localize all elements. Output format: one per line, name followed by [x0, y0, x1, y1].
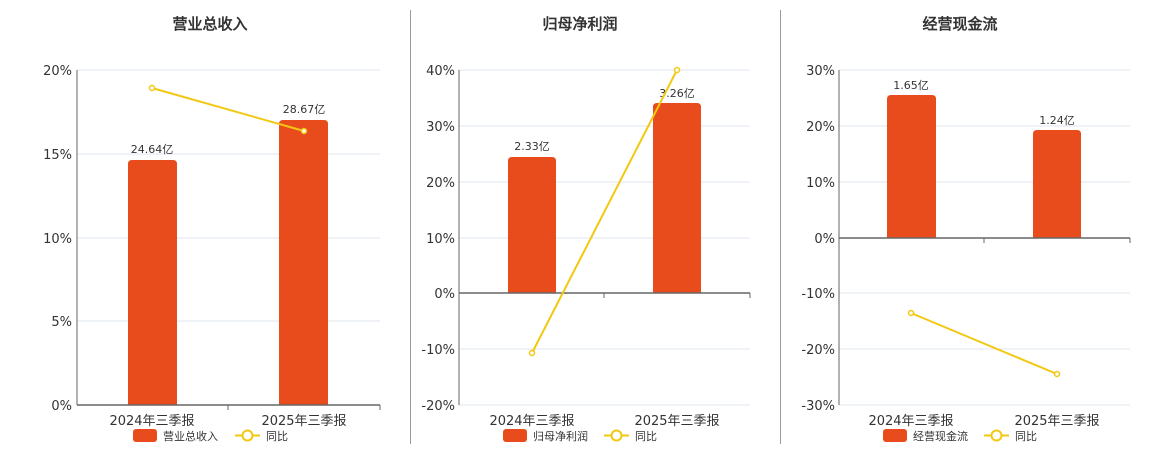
- legend-bar-swatch-icon: [133, 429, 157, 442]
- svg-text:10%: 10%: [43, 232, 72, 247]
- legend-label: 同比: [1015, 430, 1037, 443]
- svg-text:40%: 40%: [426, 64, 455, 79]
- svg-text:-10%: -10%: [801, 287, 835, 302]
- svg-text:0%: 0%: [434, 287, 455, 302]
- legend-label: 归母净利润: [533, 429, 588, 443]
- bar-label: 1.24亿: [1039, 114, 1075, 127]
- yoy-point[interactable]: [1053, 370, 1061, 378]
- yoy-point[interactable]: [673, 66, 681, 74]
- svg-text:20%: 20%: [806, 120, 835, 135]
- y-axis-ticks: 40% 30% 20% 10% 0% -10% -20%: [421, 64, 455, 414]
- svg-text:30%: 30%: [806, 64, 835, 79]
- svg-text:15%: 15%: [43, 148, 72, 163]
- svg-text:-30%: -30%: [801, 399, 835, 414]
- bar-2024[interactable]: [887, 95, 936, 238]
- legend-label: 同比: [635, 430, 657, 443]
- bar-label: 28.67亿: [283, 103, 326, 116]
- chart-operating-cashflow: 经营现金流 30% 20% 10% 0% -10% -20% -30% 1.65…: [801, 15, 1131, 443]
- bar-label: 2.33亿: [514, 140, 550, 153]
- bar-2025[interactable]: [653, 103, 701, 293]
- bar-label: 3.26亿: [659, 87, 695, 100]
- legend: 归母净利润 同比: [503, 429, 657, 443]
- legend-label: 经营现金流: [913, 429, 968, 443]
- svg-text:20%: 20%: [426, 176, 455, 191]
- svg-text:0%: 0%: [814, 232, 835, 247]
- legend-label: 营业总收入: [163, 429, 218, 443]
- svg-text:5%: 5%: [51, 315, 72, 330]
- yoy-point[interactable]: [148, 84, 156, 92]
- svg-text:-20%: -20%: [421, 399, 455, 414]
- svg-text:0%: 0%: [51, 399, 72, 414]
- bar-label: 24.64亿: [131, 143, 174, 156]
- svg-text:10%: 10%: [426, 232, 455, 247]
- x-tick-label: 2025年三季报: [1014, 414, 1099, 429]
- chart-title: 营业总收入: [172, 15, 247, 33]
- gridlines: [459, 69, 750, 406]
- chart-title: 经营现金流: [922, 15, 997, 33]
- x-tick-label: 2024年三季报: [868, 414, 953, 429]
- yoy-point[interactable]: [907, 309, 915, 317]
- legend-label: 同比: [266, 430, 288, 443]
- x-tick-label: 2024年三季报: [489, 414, 574, 429]
- x-tick-label: 2025年三季报: [261, 414, 346, 429]
- svg-text:30%: 30%: [426, 120, 455, 135]
- bar-2025[interactable]: [279, 120, 328, 405]
- svg-text:-10%: -10%: [421, 343, 455, 358]
- y-axis-ticks: 20% 15% 10% 5% 0%: [43, 64, 72, 414]
- svg-text:-20%: -20%: [801, 343, 835, 358]
- bar-2024[interactable]: [128, 160, 177, 405]
- svg-text:10%: 10%: [806, 176, 835, 191]
- yoy-point[interactable]: [528, 349, 536, 357]
- panel-divider-1: [410, 10, 411, 444]
- yoy-line: [531, 69, 678, 354]
- bar-2024[interactable]: [508, 157, 556, 293]
- legend: 经营现金流 同比: [883, 429, 1037, 443]
- legend-bar-swatch-icon: [503, 429, 527, 442]
- yoy-line: [910, 312, 1058, 375]
- yoy-line: [151, 87, 305, 132]
- chart-title: 归母净利润: [542, 15, 617, 33]
- legend: 营业总收入 同比: [133, 429, 288, 443]
- chart-revenue: 营业总收入 20% 15% 10% 5% 0% 24.64亿 28.67亿: [43, 15, 381, 443]
- chart-net-profit: 归母净利润 40% 30% 20% 10% 0% -10% -20% 2.33亿…: [421, 15, 751, 443]
- x-tick-label: 2024年三季报: [109, 414, 194, 429]
- bar-2025[interactable]: [1033, 130, 1081, 238]
- y-axis-ticks: 30% 20% 10% 0% -10% -20% -30%: [801, 64, 835, 414]
- x-tick-label: 2025年三季报: [634, 414, 719, 429]
- yoy-point[interactable]: [300, 127, 308, 135]
- gridlines: [77, 69, 380, 322]
- svg-text:20%: 20%: [43, 64, 72, 79]
- bar-label: 1.65亿: [893, 79, 929, 92]
- panel-divider-2: [780, 10, 781, 444]
- legend-bar-swatch-icon: [883, 429, 907, 442]
